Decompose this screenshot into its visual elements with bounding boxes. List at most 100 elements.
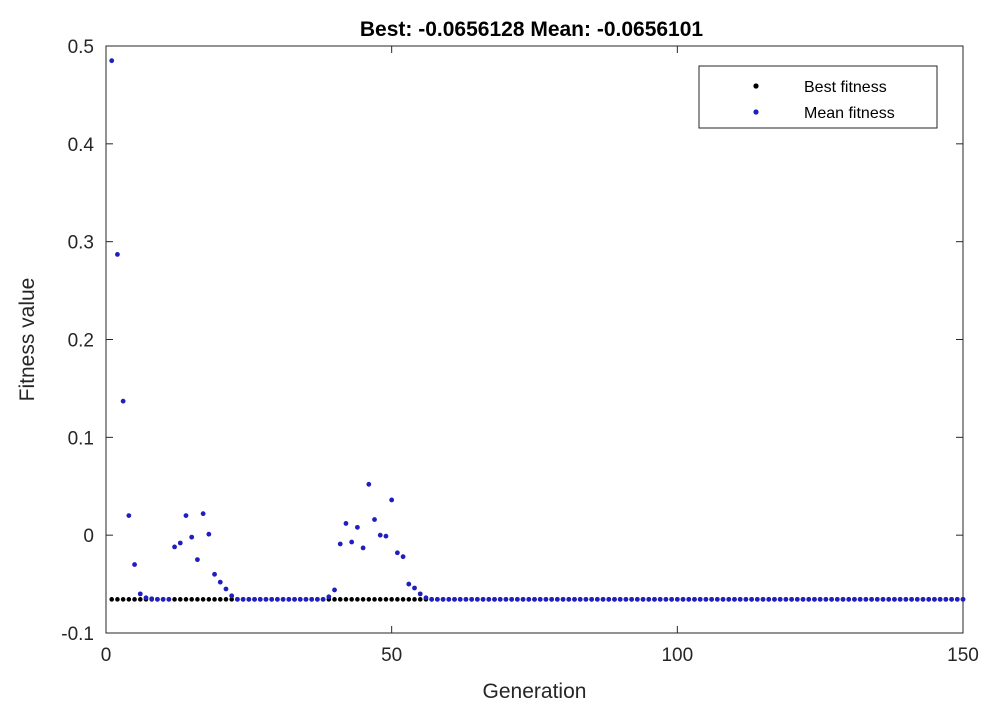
mean-fitness-point	[954, 596, 960, 602]
mean-fitness-point	[663, 596, 669, 602]
mean-fitness-point	[200, 511, 206, 517]
mean-fitness-point	[789, 596, 794, 602]
mean-fitness-point	[440, 596, 446, 602]
mean-fitness-point	[732, 596, 737, 602]
legend-marker-best	[753, 83, 759, 89]
mean-fitness-point	[143, 595, 149, 601]
mean-fitness-point	[406, 581, 412, 587]
best-fitness-point	[200, 597, 206, 602]
mean-fitness-point	[840, 596, 846, 602]
best-fitness-point	[412, 597, 417, 602]
mean-fitness-point	[686, 596, 692, 602]
mean-fitness-point	[160, 596, 166, 602]
mean-fitness-point	[429, 596, 435, 602]
mean-fitness-point	[737, 596, 743, 602]
best-fitness-point	[332, 597, 337, 602]
y-tick-label: -0.1	[61, 624, 94, 645]
mean-fitness-point	[320, 596, 326, 602]
mean-fitness-point	[497, 596, 503, 602]
mean-fitness-point	[874, 596, 880, 602]
mean-fitness-point	[132, 562, 137, 567]
mean-fitness-point	[492, 596, 497, 602]
mean-fitness-point	[634, 596, 640, 602]
mean-fitness-point	[566, 596, 572, 602]
mean-fitness-point	[520, 596, 526, 602]
mean-fitness-point	[909, 596, 914, 602]
mean-fitness-point	[897, 596, 903, 602]
x-tick-label: 100	[661, 645, 693, 666]
mean-fitness-point	[503, 596, 509, 602]
mean-fitness-point	[857, 596, 863, 602]
y-tick-label: 0.4	[68, 135, 95, 156]
mean-fitness-point	[246, 596, 252, 602]
mean-fitness-point	[434, 596, 440, 602]
best-fitness-point	[212, 597, 217, 602]
best-fitness-point	[206, 597, 212, 602]
best-fitness-point	[177, 597, 183, 602]
mean-fitness-point	[577, 596, 583, 602]
mean-fitness-point	[914, 596, 920, 602]
mean-fitness-point	[594, 596, 600, 602]
legend-box	[698, 65, 938, 129]
best-fitness-point	[400, 597, 406, 602]
legend-label-mean: Mean fitness	[804, 105, 895, 122]
mean-fitness-point	[863, 596, 869, 602]
legend-label-best: Best fitness	[804, 79, 887, 96]
mean-fitness-point	[509, 596, 515, 602]
mean-fitness-point	[177, 540, 183, 546]
mean-fitness-point	[423, 595, 429, 601]
mean-fitness-point	[486, 596, 492, 602]
mean-fitness-point	[532, 596, 537, 602]
mean-fitness-point	[920, 596, 926, 602]
mean-fitness-point	[400, 554, 406, 560]
mean-fitness-point	[943, 596, 949, 602]
mean-fitness-point	[303, 596, 309, 602]
best-fitness-point	[126, 597, 132, 602]
mean-fitness-point	[846, 596, 852, 602]
mean-fitness-point	[212, 571, 217, 577]
y-tick-label: 0.5	[68, 37, 94, 58]
best-fitness-point	[195, 597, 200, 602]
mean-fitness-point	[120, 398, 126, 404]
mean-fitness-point	[612, 596, 617, 602]
mean-fitness-point	[760, 596, 766, 602]
mean-fitness-point	[617, 596, 623, 602]
mean-fitness-point	[560, 596, 566, 602]
best-fitness-point	[417, 597, 423, 602]
best-fitness-point	[137, 597, 143, 602]
best-fitness-point	[355, 597, 360, 602]
mean-fitness-point	[480, 596, 486, 602]
mean-fitness-point	[417, 591, 423, 597]
mean-fitness-point	[949, 596, 954, 602]
mean-fitness-point	[703, 596, 709, 602]
mean-fitness-point	[189, 534, 195, 540]
mean-fitness-point	[263, 596, 269, 602]
mean-fitness-point	[754, 596, 760, 602]
mean-fitness-point	[297, 596, 303, 602]
mean-fitness-point	[166, 596, 172, 602]
mean-fitness-point	[155, 596, 160, 602]
best-fitness-point	[172, 597, 177, 602]
mean-fitness-point	[217, 579, 223, 585]
y-tick-label: 0.2	[68, 331, 94, 352]
x-axis-title: Generation	[483, 680, 587, 703]
mean-fitness-point	[463, 596, 469, 602]
mean-fitness-point	[452, 596, 457, 602]
mean-fitness-point	[514, 596, 520, 602]
mean-fitness-point	[720, 596, 726, 602]
mean-fitness-point	[880, 596, 886, 602]
mean-fitness-point	[457, 596, 463, 602]
mean-fitness-point	[937, 596, 943, 602]
mean-fitness-point	[394, 550, 400, 556]
x-tick-label: 150	[947, 645, 979, 666]
mean-fitness-point	[474, 596, 480, 602]
mean-fitness-point	[783, 596, 789, 602]
mean-fitness-point	[697, 596, 703, 602]
best-fitness-point	[343, 597, 349, 602]
mean-fitness-point	[932, 596, 937, 602]
best-fitness-point	[337, 597, 343, 602]
mean-fitness-point	[389, 497, 395, 503]
mean-fitness-point	[834, 596, 840, 602]
mean-fitness-point	[326, 594, 332, 600]
mean-fitness-point	[354, 524, 360, 530]
